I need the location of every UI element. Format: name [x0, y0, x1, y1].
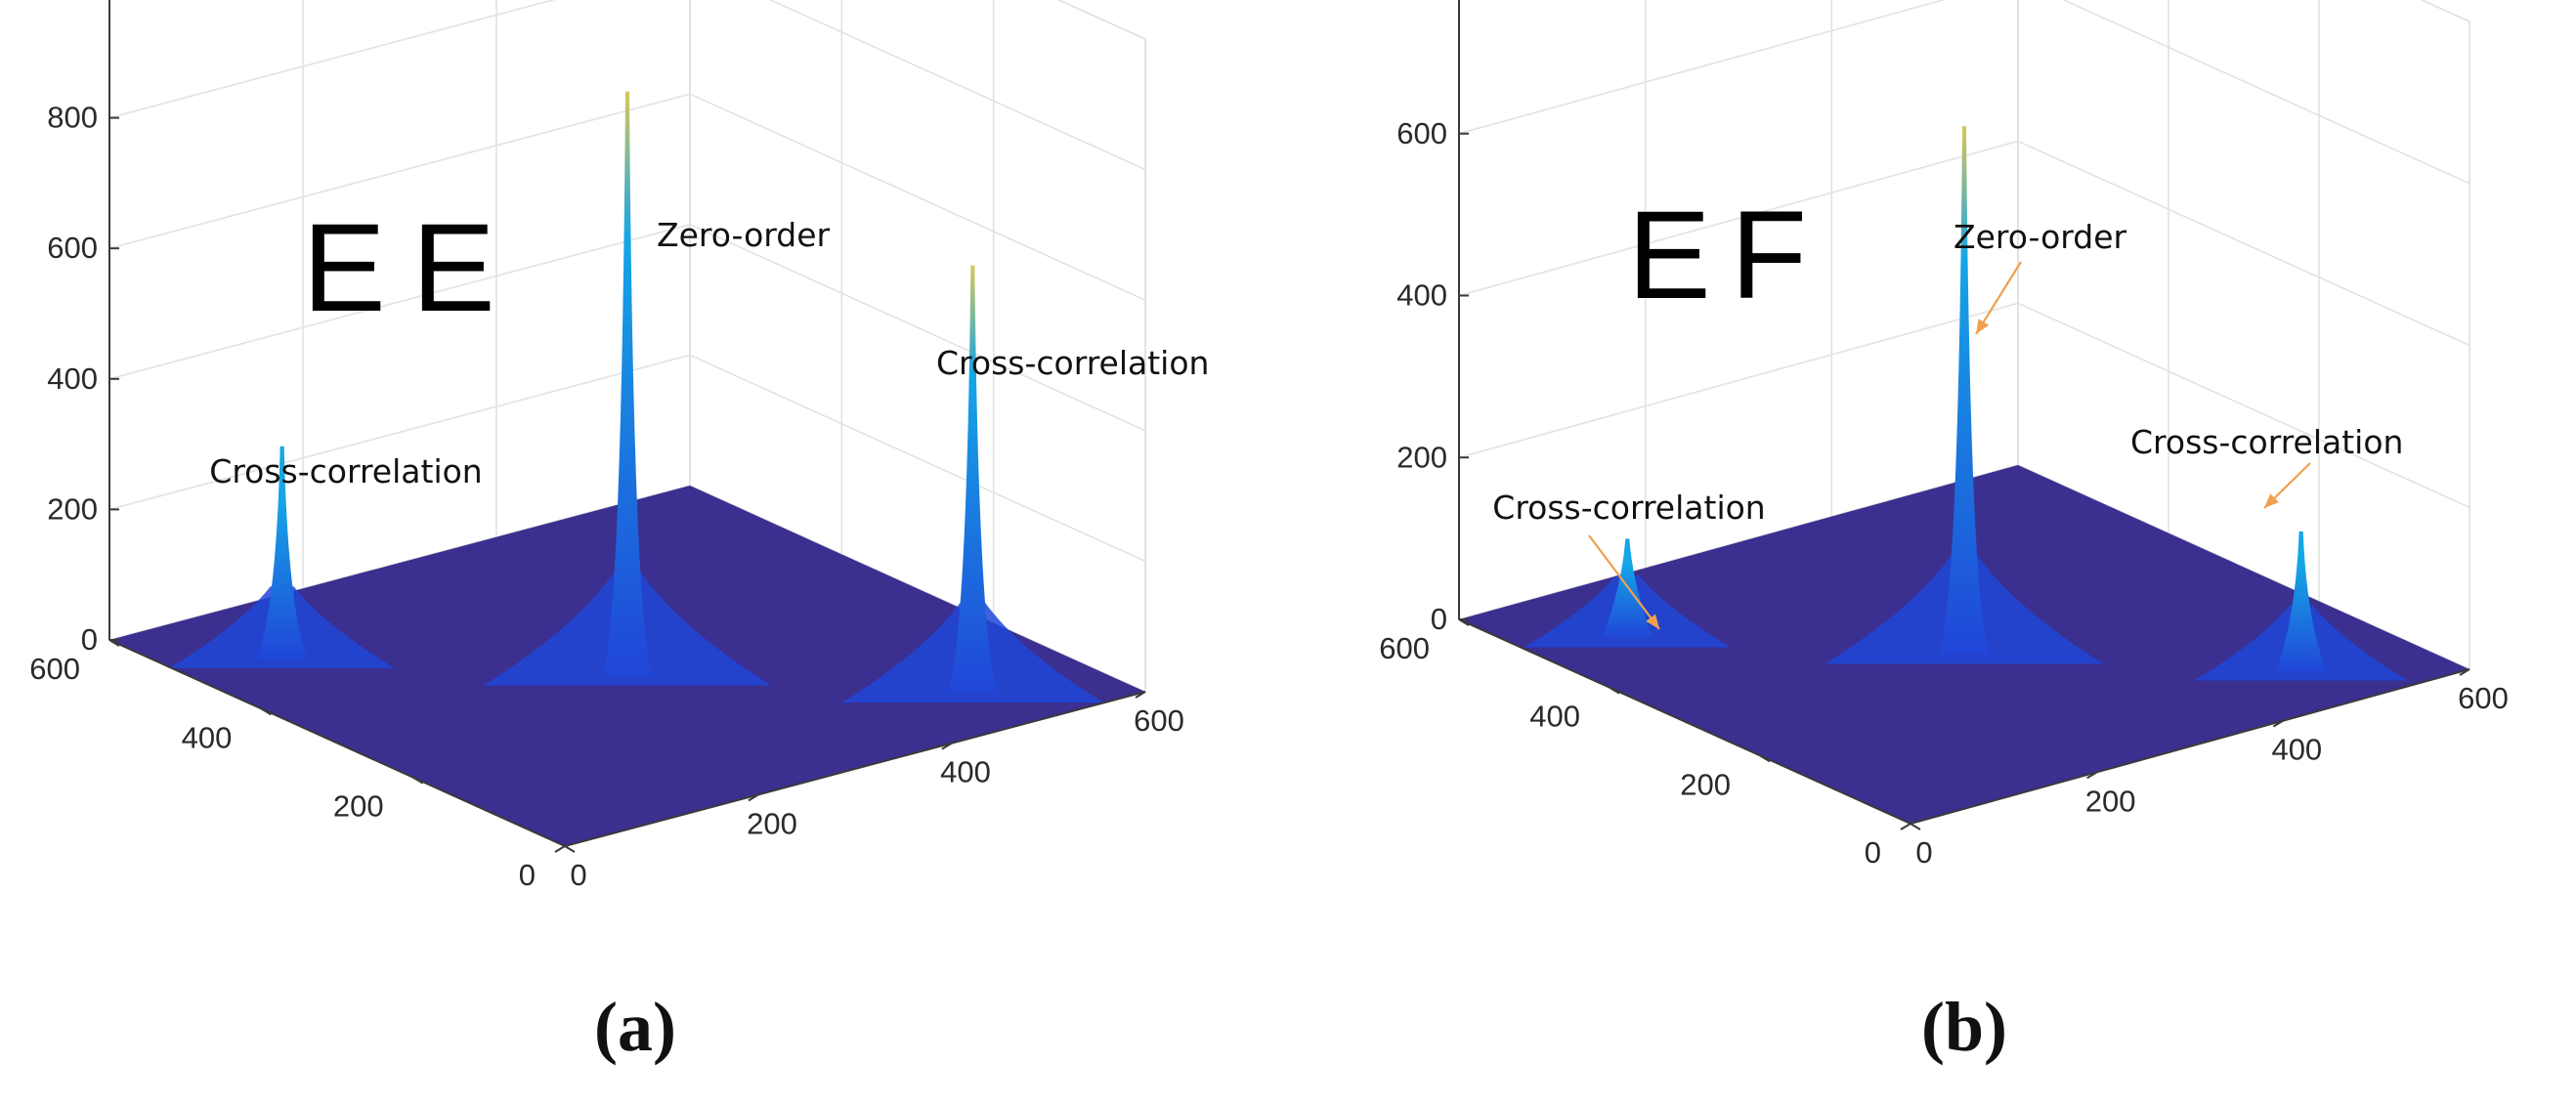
x-tick: [2459, 668, 2470, 676]
annotation-arrowhead: [1976, 319, 1990, 334]
panel-caption: (a): [594, 988, 676, 1066]
z-tick-label: 0: [81, 622, 98, 657]
panel-a: 0200400600020040060002004006008001000EEC…: [29, 0, 1209, 1066]
z-tick-label: 800: [47, 101, 98, 135]
annotation-label: Cross-correlation: [2130, 423, 2403, 461]
y-axis-line: [108, 639, 566, 847]
panel-b: 020040060002004006000200400600800EFCross…: [1379, 0, 2509, 1066]
x-tick: [554, 845, 566, 853]
inset-letter: E: [411, 198, 494, 338]
annotation-label: Cross-correlation: [209, 452, 482, 490]
y-tick: [1609, 686, 1620, 695]
z-tick-label: 1000: [30, 0, 98, 4]
x-axis-line: [1910, 668, 2470, 825]
annotation-arrowhead: [2264, 493, 2279, 508]
y-tick-label: 0: [1865, 835, 1881, 870]
annotation-arrowhead: [1646, 614, 1659, 629]
x-tick: [2086, 771, 2098, 780]
z-gridline: [2420, 0, 2470, 22]
y-tick-label: 400: [1529, 700, 1580, 734]
z-tick-label: 400: [1396, 278, 1447, 313]
peak-spike: [1939, 126, 1990, 655]
inset-letter: F: [1731, 186, 1807, 325]
x-tick-label: 600: [2458, 681, 2509, 715]
x-tick: [748, 793, 759, 802]
y-tick: [1910, 823, 1921, 830]
annotation-label: Zero-order: [1953, 218, 2127, 256]
surface-peaks: [169, 91, 1104, 703]
z-gridline: [1056, 0, 1146, 40]
y-tick-label: 400: [182, 720, 233, 754]
z-tick-label: 400: [47, 362, 98, 396]
y-tick: [260, 707, 272, 716]
z-tick-label: 600: [47, 231, 98, 265]
annotation-label: Cross-correlation: [936, 344, 1209, 382]
x-tick-label: 400: [940, 755, 991, 789]
x-tick-label: 400: [2271, 733, 2322, 767]
z-tick-label: 600: [1396, 116, 1447, 150]
y-tick-label: 600: [29, 652, 80, 686]
inset-letter: E: [302, 198, 385, 338]
axes: 0200400600020040060002004006008001000: [29, 0, 1184, 892]
annotation-label: Zero-order: [657, 216, 831, 254]
y-axis-line: [1458, 618, 1911, 825]
x-tick-label: 0: [1915, 835, 1932, 870]
z-tick-label: 200: [47, 491, 98, 526]
peak-spike: [947, 265, 999, 694]
y-tick: [412, 776, 424, 785]
z-tick-label: 0: [1431, 602, 1447, 636]
x-tick: [1900, 823, 1911, 830]
peak-spike: [256, 446, 308, 659]
x-axis-line: [564, 691, 1146, 847]
inset-letter: E: [1627, 186, 1710, 325]
annotation-arrow: [1588, 534, 1660, 630]
y-tick-label: 0: [519, 858, 536, 892]
surface-peaks: [1524, 126, 2408, 681]
x-tick: [941, 742, 953, 750]
x-tick-label: 600: [1134, 703, 1184, 738]
y-tick-label: 600: [1379, 631, 1430, 665]
x-tick: [1135, 691, 1146, 699]
peak-spike: [602, 91, 653, 676]
y-tick: [564, 845, 576, 853]
y-tick-label: 200: [1680, 767, 1731, 801]
z-tick-label: 200: [1396, 440, 1447, 474]
y-tick-label: 200: [333, 789, 384, 824]
x-tick-label: 200: [747, 806, 797, 840]
panel-caption: (b): [1921, 988, 2007, 1066]
annotation-label: Cross-correlation: [1492, 489, 1765, 527]
x-tick-label: 200: [2085, 784, 2136, 818]
x-tick-label: 0: [570, 858, 586, 892]
y-tick: [1759, 754, 1771, 763]
x-tick: [2272, 719, 2284, 728]
peak-spike: [2275, 531, 2327, 671]
